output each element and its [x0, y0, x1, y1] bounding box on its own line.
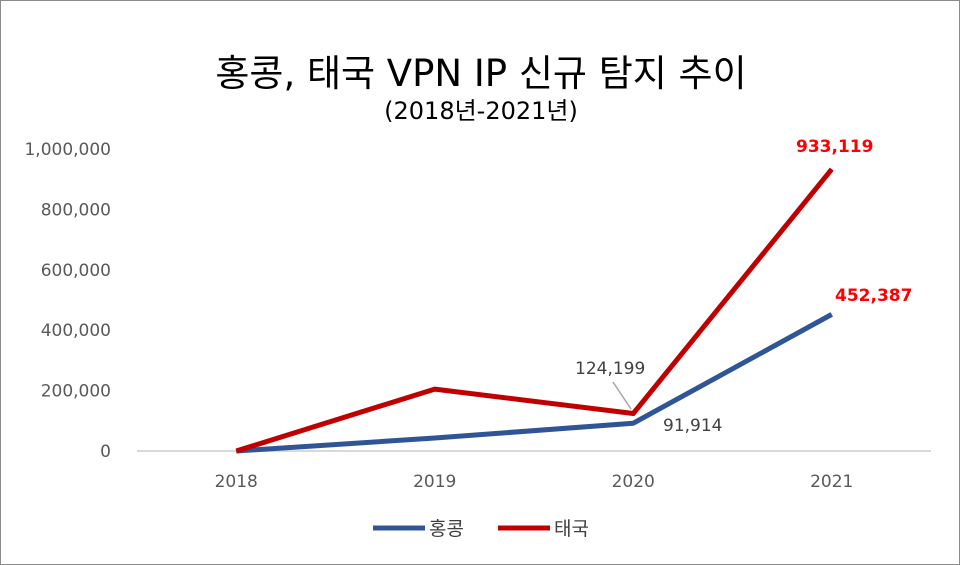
chart-title: 홍콩, 태국 VPN IP 신규 탐지 추이 [215, 52, 747, 95]
chart-subtitle: (2018년-2021년) [384, 97, 578, 125]
data-label: 933,119 [796, 137, 873, 157]
legend-label: 홍콩 [429, 518, 464, 540]
data-label: 452,387 [835, 286, 912, 306]
y-tick-label: 600,000 [41, 261, 111, 281]
y-tick-label: 400,000 [41, 321, 111, 341]
x-tick-label: 2018 [215, 472, 258, 492]
y-tick-label: 200,000 [41, 382, 111, 402]
y-tick-label: 1,000,000 [24, 140, 111, 160]
data-label: 124,199 [575, 359, 645, 379]
series-line-thailand [235, 167, 834, 454]
data-label: 91,914 [663, 416, 722, 436]
legend-label: 태국 [554, 518, 589, 540]
leader-line [612, 381, 632, 410]
x-tick-label: 2021 [810, 472, 853, 492]
y-tick-label: 0 [100, 442, 111, 462]
y-tick-label: 800,000 [41, 200, 111, 220]
x-tick-label: 2019 [413, 472, 456, 492]
series-line-hongkong [236, 312, 833, 454]
x-tick-label: 2020 [612, 472, 655, 492]
